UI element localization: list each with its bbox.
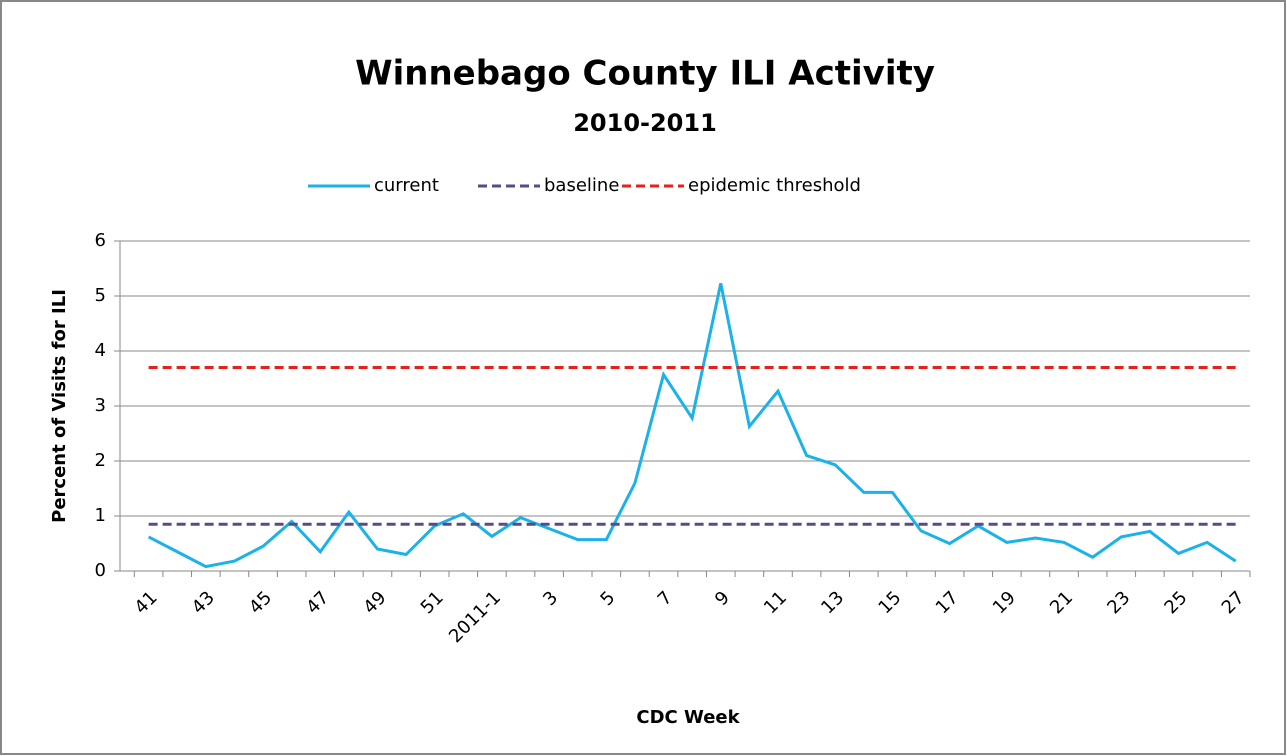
y-tick-label: 3 — [95, 395, 106, 416]
y-axis-title: Percent of Visits for ILI — [49, 289, 70, 523]
chart-subtitle: 2010-2011 — [573, 109, 717, 137]
x-axis-title: CDC Week — [636, 707, 740, 728]
y-tick-label: 2 — [95, 450, 106, 471]
legend-label: current — [374, 175, 439, 196]
series-line — [147, 283, 1237, 569]
y-tick-label: 4 — [95, 340, 106, 361]
y-tick-label: 1 — [95, 505, 106, 526]
chart-title: Winnebago County ILI Activity — [355, 54, 935, 94]
legend-label: epidemic threshold — [688, 175, 861, 196]
legend-label: baseline — [544, 175, 619, 196]
y-tick-label: 6 — [95, 230, 106, 251]
y-tick-label: 0 — [95, 560, 106, 581]
y-tick-label: 5 — [95, 285, 106, 306]
